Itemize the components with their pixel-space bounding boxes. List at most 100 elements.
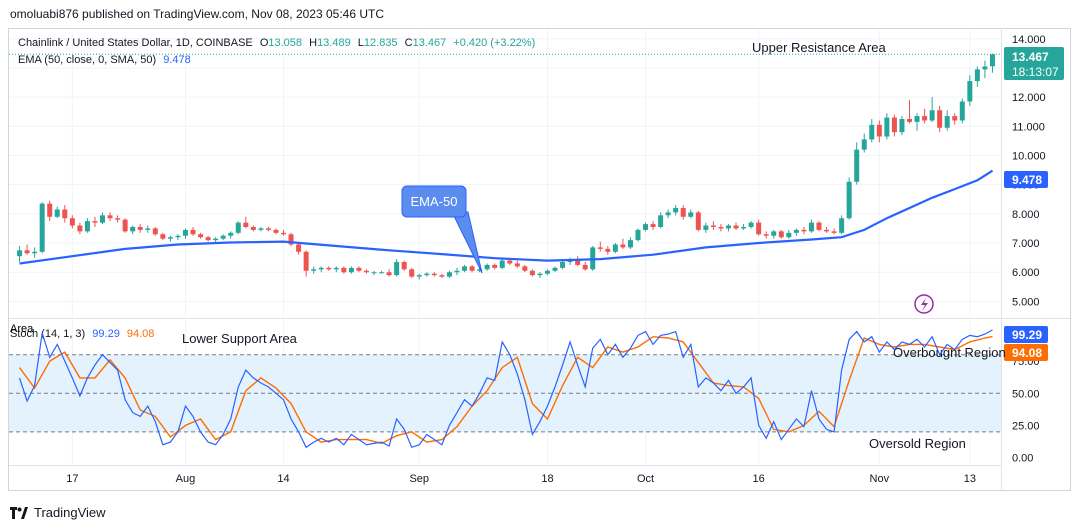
candle-down bbox=[816, 221, 822, 232]
candle-body bbox=[635, 229, 641, 241]
candle-body bbox=[228, 232, 234, 236]
candle-body bbox=[771, 231, 777, 236]
candle-up bbox=[771, 229, 777, 239]
candle-body bbox=[265, 228, 271, 230]
candle-down bbox=[710, 221, 716, 230]
price-tick-label: 12.000 bbox=[1012, 92, 1046, 104]
candle-body bbox=[288, 234, 294, 245]
candle-body bbox=[17, 250, 23, 257]
candle-body bbox=[39, 203, 45, 252]
candle-body bbox=[77, 225, 83, 232]
candle-up bbox=[612, 243, 618, 254]
candle-up bbox=[318, 266, 324, 273]
candle-down bbox=[876, 120, 882, 143]
candle-body bbox=[318, 267, 324, 270]
ema-callout-text: EMA-50 bbox=[411, 194, 458, 209]
candle-up bbox=[748, 221, 754, 229]
candle-body bbox=[371, 272, 377, 274]
candle-up bbox=[333, 266, 339, 273]
candle-body bbox=[499, 260, 505, 268]
candle-body bbox=[673, 208, 679, 213]
svg-text:99.29: 99.29 bbox=[1012, 328, 1042, 342]
candle-body bbox=[484, 264, 490, 270]
candle-body bbox=[650, 224, 656, 227]
candle-body bbox=[32, 251, 38, 254]
candle-up bbox=[454, 267, 460, 276]
footer-brand[interactable]: TradingView bbox=[10, 505, 106, 520]
svg-text:94.08: 94.08 bbox=[1012, 346, 1042, 360]
candle-down bbox=[952, 113, 958, 125]
candle-body bbox=[416, 275, 422, 277]
stoch-k-badge: 99.29 bbox=[1004, 326, 1048, 343]
candle-up bbox=[130, 225, 136, 235]
last-price-badge: 13.467 18:13:07 bbox=[1004, 47, 1064, 80]
candle-body bbox=[605, 248, 611, 252]
tradingview-logo-icon bbox=[10, 506, 28, 519]
candle-body bbox=[658, 215, 664, 227]
candle-down bbox=[733, 222, 739, 230]
candle-up bbox=[39, 202, 45, 254]
candle-body bbox=[922, 116, 928, 121]
candle-down bbox=[243, 216, 249, 229]
candle-down bbox=[514, 260, 520, 268]
lightning-icon[interactable] bbox=[914, 294, 934, 314]
candle-body bbox=[929, 110, 935, 121]
candle-up bbox=[914, 113, 920, 131]
candle-down bbox=[582, 262, 588, 271]
candle-up bbox=[54, 206, 60, 219]
candle-down bbox=[522, 264, 528, 273]
candle-down bbox=[718, 224, 724, 232]
candle-down bbox=[529, 269, 535, 277]
candle-up bbox=[786, 229, 792, 239]
candle-down bbox=[469, 264, 475, 273]
candle-body bbox=[786, 232, 792, 238]
candle-down bbox=[69, 215, 75, 229]
price-tick-label: 5.000 bbox=[1012, 296, 1040, 308]
candle-body bbox=[235, 222, 241, 233]
candle-body bbox=[891, 117, 897, 133]
candle-body bbox=[213, 238, 219, 241]
candle-body bbox=[167, 237, 173, 239]
price-tick-label: 11.000 bbox=[1012, 121, 1045, 133]
candle-down bbox=[492, 263, 498, 270]
candle-body bbox=[793, 229, 799, 233]
candle-body bbox=[937, 110, 943, 128]
candle-body bbox=[439, 275, 445, 277]
candle-body bbox=[446, 272, 452, 277]
candle-body bbox=[846, 181, 852, 219]
candle-body bbox=[258, 228, 264, 230]
candle-up bbox=[974, 66, 980, 87]
candle-down bbox=[756, 219, 762, 236]
bar-countdown: 18:13:07 bbox=[1012, 65, 1059, 79]
candle-up bbox=[643, 222, 649, 232]
candle-down bbox=[47, 200, 53, 222]
candle-body bbox=[341, 267, 347, 273]
candle-up bbox=[258, 226, 264, 232]
candle-body bbox=[205, 237, 211, 241]
candle-down bbox=[695, 210, 701, 232]
candle-body bbox=[544, 270, 550, 274]
candle-body bbox=[974, 69, 980, 82]
candle-up bbox=[100, 212, 106, 225]
candle-up bbox=[220, 234, 226, 241]
candle-body bbox=[861, 139, 867, 150]
candle-body bbox=[718, 226, 724, 229]
symbol-legend: Chainlink / United States Dollar, 1D, CO… bbox=[18, 37, 535, 49]
stoch-legend-label: Stoch (14, 1, 3) bbox=[10, 328, 85, 340]
candle-down bbox=[273, 228, 279, 235]
candle-body bbox=[824, 229, 830, 232]
candle-up bbox=[446, 270, 452, 279]
candle-body bbox=[620, 244, 626, 248]
stoch-tick-label: 50.00 bbox=[1012, 388, 1040, 400]
candle-body bbox=[703, 225, 709, 230]
candle-body bbox=[462, 266, 468, 271]
candle-down bbox=[198, 232, 204, 239]
candle-up bbox=[899, 116, 905, 136]
candle-body bbox=[959, 101, 965, 121]
candle-body bbox=[130, 226, 136, 232]
stoch-k-line bbox=[18, 329, 993, 449]
candle-down bbox=[891, 114, 897, 137]
time-tick-label: Nov bbox=[870, 473, 890, 485]
candle-body bbox=[220, 235, 226, 239]
